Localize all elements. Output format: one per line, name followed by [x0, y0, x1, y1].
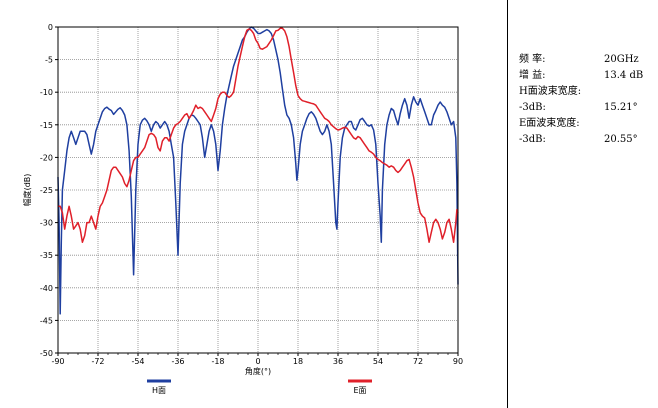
x-tick-label: 54	[373, 357, 383, 366]
info-key: E面波束宽度:	[519, 118, 580, 129]
plot-frame	[57, 26, 459, 354]
series-line-h-plane	[57, 26, 459, 315]
info-key: 增 益:	[519, 70, 546, 81]
x-tick-label: 72	[413, 357, 423, 366]
x-tick-label: -36	[171, 357, 184, 366]
info-value: 20.55°	[604, 134, 638, 145]
chart-tick-labels: -90 -72 -54 -36 -18 0 18 36 54 72 90 0 -5 -10 -15 -20 -2…	[40, 23, 463, 366]
info-value: 13.4 dB	[604, 70, 644, 81]
chart-legend: H面 E面	[147, 379, 372, 395]
info-key: -3dB:	[519, 102, 546, 113]
panel-divider	[507, 0, 508, 408]
chart-series	[57, 26, 459, 315]
info-row: 增 益: 13.4 dB	[519, 68, 654, 84]
x-tick-label: -90	[51, 357, 64, 366]
info-key: 频 率:	[519, 54, 546, 65]
info-value: 15.21°	[604, 102, 638, 113]
y-tick-label: -10	[40, 88, 53, 97]
x-tick-label: -18	[211, 357, 224, 366]
y-tick-label: -5	[45, 56, 53, 65]
x-tick-label: 18	[293, 357, 303, 366]
info-row: -3dB: 20.55°	[519, 132, 654, 148]
x-tick-label: -54	[131, 357, 144, 366]
info-value: 20GHz	[604, 54, 639, 65]
info-row: E面波束宽度:	[519, 116, 654, 132]
radiation-pattern-chart: -90 -72 -54 -36 -18 0 18 36 54 72 90 0 -5 -10 -15 -20 -2…	[22, 23, 463, 395]
series-line-e-plane	[58, 27, 459, 243]
y-tick-label: -20	[40, 153, 53, 162]
y-tick-label: -30	[40, 219, 53, 228]
chart-grid	[55, 26, 459, 356]
x-axis-label: 角度(°)	[245, 366, 271, 376]
legend-label: H面	[152, 386, 166, 395]
x-tick-label: 36	[333, 357, 343, 366]
x-tick-label: -72	[91, 357, 104, 366]
info-row: H面波束宽度:	[519, 84, 654, 100]
y-axis-label: 幅度(dB)	[22, 174, 32, 207]
x-tick-label: 0	[255, 357, 260, 366]
x-tick-label: 90	[453, 357, 463, 366]
y-tick-label: -35	[40, 251, 53, 260]
legend-label: E面	[353, 386, 366, 395]
info-row: -3dB: 15.21°	[519, 100, 654, 116]
y-tick-label: -50	[40, 349, 53, 358]
info-key: H面波束宽度:	[519, 86, 582, 97]
y-tick-label: -40	[40, 284, 53, 293]
antenna-info-panel: 频 率: 20GHz 增 益: 13.4 dB H面波束宽度: -3dB: 15.21° E面…	[519, 52, 654, 148]
y-tick-label: -45	[40, 316, 53, 325]
info-key: -3dB:	[519, 134, 546, 145]
y-tick-label: 0	[48, 23, 53, 32]
y-tick-label: -15	[40, 121, 53, 130]
info-row: 频 率: 20GHz	[519, 52, 654, 68]
y-tick-label: -25	[40, 186, 53, 195]
